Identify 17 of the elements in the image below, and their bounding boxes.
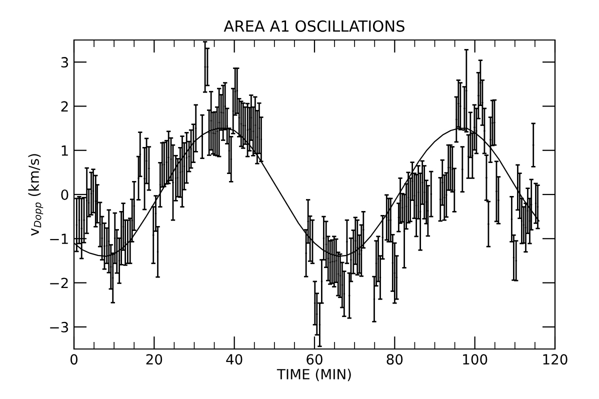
x-axis-title: TIME (MIN) [276,368,351,382]
y-tick-label: −1 [50,234,68,244]
chart-title: AREA A1 OSCILLATIONS [224,20,404,32]
y-tick-label: −2 [50,278,68,288]
x-tick-label: 40 [226,354,242,365]
y-tick-label: −3 [50,322,68,332]
y-tick-label: 3 [61,57,68,68]
x-tick-label: 120 [543,354,568,365]
y-tick-label: 1 [62,146,68,156]
x-tick-label: 100 [463,354,488,365]
y-tick-label: 2 [61,101,68,112]
x-tick-label: 20 [146,354,162,365]
x-tick-label: 0 [70,354,78,365]
y-axis-title: v$_{Dopp}$ (km/s) [28,154,44,236]
x-tick-label: 80 [386,354,403,365]
y-tick-label: 0 [61,189,68,200]
x-tick-label: 60 [306,354,322,365]
